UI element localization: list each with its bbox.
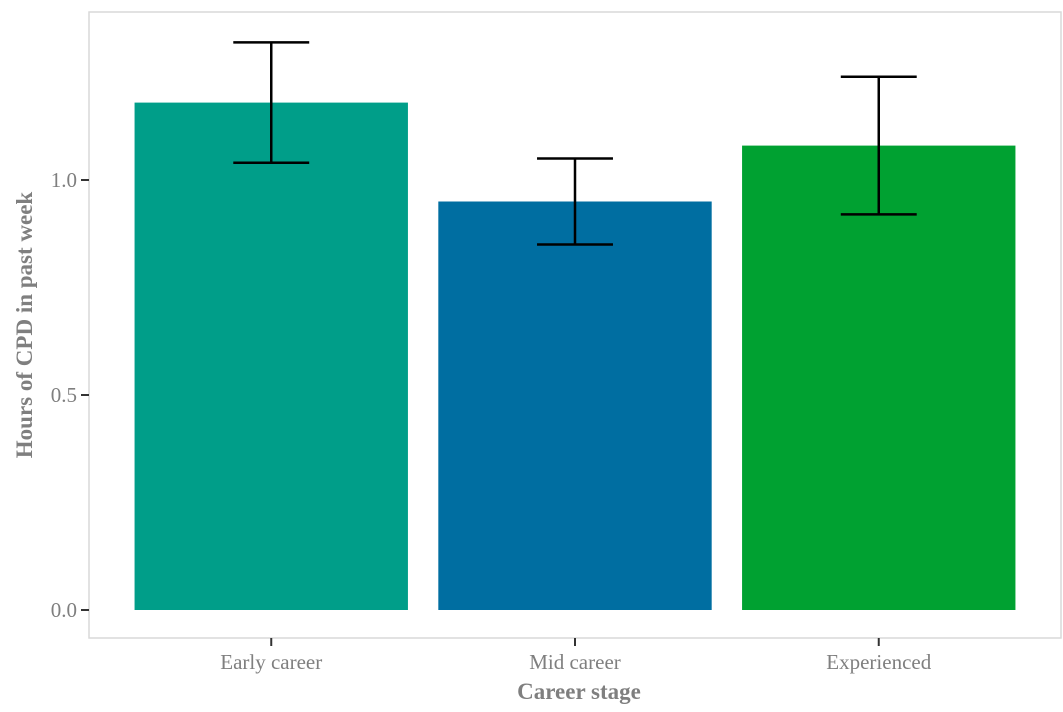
bar-experienced [742, 145, 1016, 610]
bars-layer [134, 102, 1016, 610]
bar-early-career [134, 102, 408, 610]
y-tick-label: 1.0 [51, 168, 77, 192]
error-bar-early-career [233, 41, 310, 165]
bar-mid-career [438, 201, 712, 610]
x-tick-label: Early career [220, 650, 322, 674]
y-tick-label: 0.0 [51, 598, 77, 622]
error-bar-mid-career [537, 157, 613, 246]
x-axis-title: Career stage [517, 679, 641, 704]
errorbars-layer [233, 41, 917, 246]
error-bar-experienced [840, 75, 917, 216]
y-axis: 0.0 0.5 1.0 [51, 168, 89, 622]
x-tick-label: Experienced [826, 650, 931, 674]
y-axis-title: Hours of CPD in past week [12, 192, 37, 459]
x-tick-label: Mid career [529, 650, 621, 674]
x-axis: Early career Mid career Experienced [220, 638, 932, 674]
y-tick-label: 0.5 [51, 383, 77, 407]
